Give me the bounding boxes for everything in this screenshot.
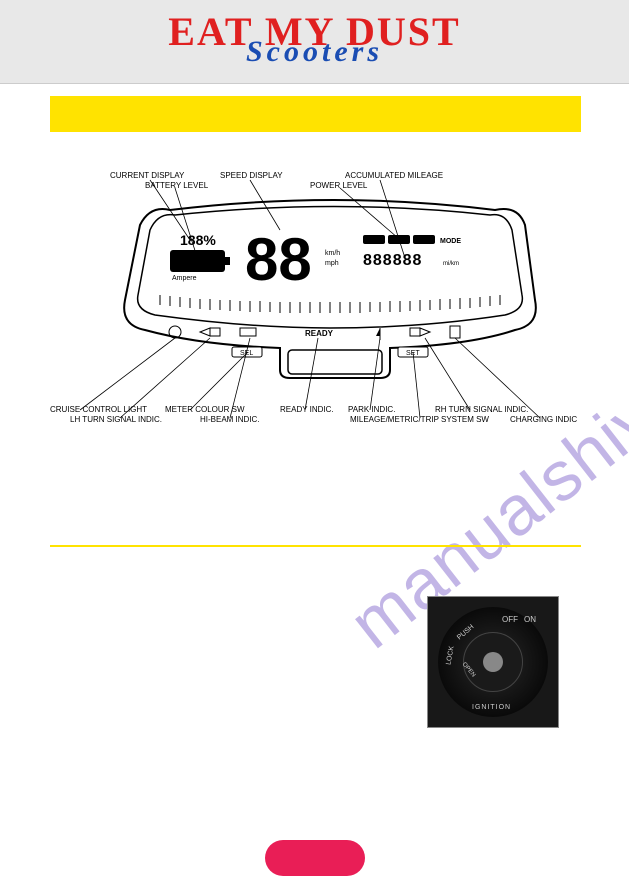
ignition-switch-photo: OFF ON PUSH LOCK OPEN IGNITION [427, 596, 559, 728]
lcd-kmh: km/h [325, 250, 340, 257]
dial-on-label: ON [524, 615, 536, 624]
label-hi-beam: HI-BEAM INDIC. [200, 415, 260, 424]
label-park: PARK INDIC. [348, 405, 395, 414]
label-ready: READY INDIC. [280, 405, 334, 414]
lcd-mph: mph [325, 260, 339, 267]
dial-off-label: OFF [502, 615, 518, 624]
logo-subtitle: Scooters [246, 35, 383, 69]
lcd-current: 188% [180, 232, 216, 248]
lcd-ampere-label: Ampere [172, 275, 197, 282]
label-speed-display: SPEED DISPLAY [220, 171, 283, 180]
label-accum-mileage: ACCUMULATED MILEAGE [345, 171, 443, 180]
label-mileage-sw: MILEAGE/METRIC/TRIP SYSTEM SW [350, 415, 489, 424]
label-cruise: CRUISE CONTROL LIGHT [50, 405, 147, 414]
action-button[interactable] [265, 840, 365, 876]
lcd-odo: 888888 [363, 252, 422, 269]
label-charging: CHARGING INDIC [510, 415, 577, 424]
svg-text:READY: READY [305, 329, 334, 338]
label-current-display: CURRENT DISPLAY [110, 171, 185, 180]
label-lh-turn: LH TURN SIGNAL INDIC. [70, 415, 162, 424]
separator-line [50, 545, 581, 547]
label-battery-level: BATTERY LEVEL [145, 181, 209, 190]
label-power-level: POWER LEVEL [310, 181, 368, 190]
lcd-speed: 88 [245, 226, 312, 293]
dashboard-diagram: 188% Ampere 88 km/h mph MODE 888888 mi/k… [50, 150, 581, 440]
section-title-band [50, 96, 581, 132]
lcd-mode: MODE [440, 238, 461, 245]
dial-lock-label: LOCK [445, 646, 455, 666]
label-rh-turn: RH TURN SIGNAL INDIC. [435, 405, 528, 414]
label-meter-colour: METER COLOUR SW [165, 405, 245, 414]
lcd-odo-unit: mi/km [443, 261, 459, 267]
header-bar: EAT MY DUST Scooters [0, 0, 629, 84]
dial-ignition-label: IGNITION [472, 704, 511, 711]
